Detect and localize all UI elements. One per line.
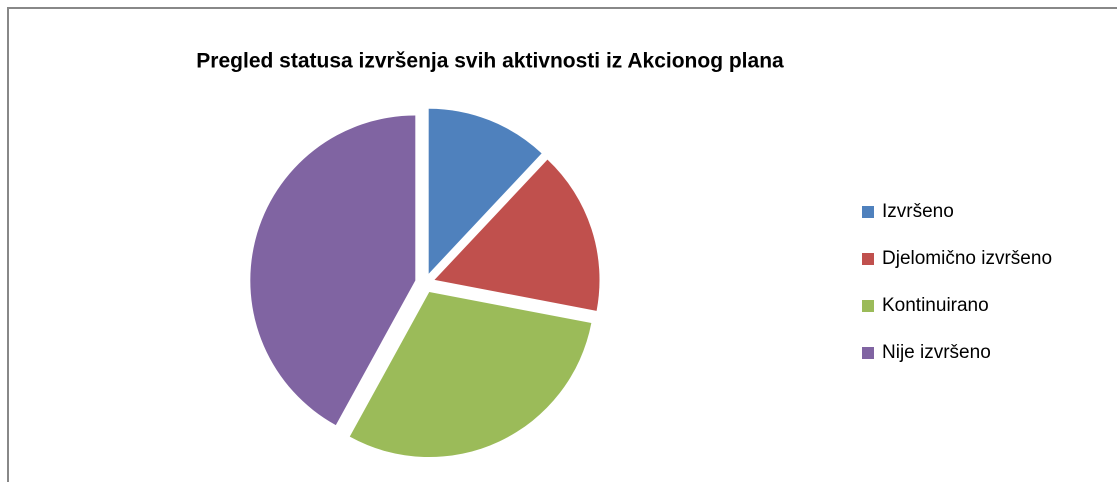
legend-swatch [862, 206, 874, 218]
legend-label: Izvršeno [882, 201, 954, 222]
legend-label: Kontinuirano [882, 295, 989, 316]
chart-title: Pregled statusa izvršenja svih aktivnost… [196, 50, 784, 73]
legend-label: Djelomično izvršeno [882, 248, 1052, 269]
legend-swatch [862, 347, 874, 359]
legend-swatch [862, 253, 874, 265]
pie-slice [250, 115, 416, 426]
pie-slice [434, 159, 600, 311]
pie-slice [349, 292, 592, 458]
legend-label: Nije izvršeno [882, 342, 991, 363]
legend-swatch [862, 300, 874, 312]
pie-slice [428, 108, 542, 274]
